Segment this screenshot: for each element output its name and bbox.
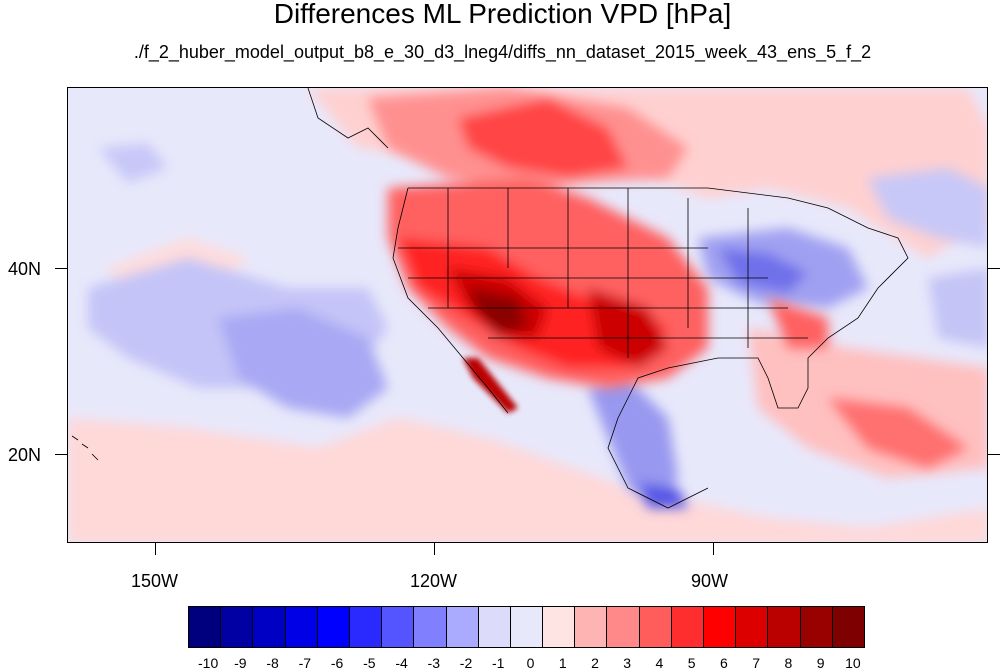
hawaii-islands: [71, 435, 99, 461]
colorbar-label: -8: [266, 655, 279, 671]
colorbar-swatch: [285, 607, 318, 647]
colorbar-swatch: [736, 607, 769, 647]
colorbar-label: 2: [591, 655, 599, 671]
colorbar-label: -6: [330, 655, 344, 671]
colorbar-label: 10: [845, 655, 861, 671]
colorbar-swatch: [446, 607, 479, 647]
colorbar-label: -10: [197, 655, 219, 671]
coastlines: [307, 88, 909, 509]
colorbar-label: 0: [526, 655, 535, 671]
colorbar-swatch: [414, 607, 447, 647]
colorbar-swatch: [543, 607, 576, 647]
lon-label-150w: 150W: [131, 571, 179, 591]
colorbar-label: -1: [492, 655, 505, 671]
colorbar-label: 5: [687, 655, 696, 671]
colorbar-swatch: [221, 607, 254, 647]
colorbar-swatch: [510, 607, 544, 647]
colorbar-swatch: [575, 607, 608, 647]
vpd-difference-map: [67, 87, 988, 543]
lat-label-40n: 40N: [8, 259, 42, 279]
negative-areas: [88, 143, 987, 508]
colorbar-swatch: [189, 607, 222, 647]
colorbar-label: 4: [655, 655, 664, 671]
lon-label-90w: 90W: [691, 571, 729, 591]
colorbar-swatch: [671, 607, 704, 647]
lon-tick-90w: [713, 543, 714, 555]
colorbar-swatch: [800, 607, 833, 647]
lat-tick-20n: [55, 454, 67, 455]
map-title: Differences ML Prediction VPD [hPa]: [273, 0, 732, 29]
map-field: [68, 88, 987, 542]
colorbar-swatch: [768, 607, 801, 647]
lat-tick-40n: [55, 268, 67, 269]
colorbar-label: 6: [720, 655, 728, 671]
lon-tick-150w: [155, 543, 156, 555]
colorbar-label: -5: [363, 655, 376, 671]
map-subtitle: ./f_2_huber_model_output_b8_e_30_d3_lneg…: [133, 42, 872, 62]
colorbar-label: 1: [558, 655, 567, 671]
colorbar-label: -3: [427, 655, 441, 671]
colorbar-label: 9: [816, 655, 825, 671]
lon-label-120w: 120W: [410, 571, 458, 591]
colorbar-swatch: [253, 607, 286, 647]
colorbar-label: -7: [298, 655, 312, 671]
colorbar-label: 8: [784, 655, 793, 671]
colorbar-label: -2: [459, 655, 473, 671]
lat-label-20n: 20N: [8, 445, 42, 465]
baja-strip: [463, 358, 518, 413]
colorbar-swatch: [349, 607, 383, 647]
lat-tick-40n-right: [988, 268, 1000, 269]
colorbar-swatch: [704, 607, 737, 647]
colorbar: [188, 606, 865, 648]
colorbar-label: 7: [752, 655, 761, 671]
lon-tick-120w: [434, 543, 435, 555]
colorbar-swatch: [607, 607, 640, 647]
colorbar-swatch: [382, 607, 415, 647]
lat-tick-20n-right: [988, 454, 1000, 455]
colorbar-swatch: [639, 607, 672, 647]
colorbar-label: -4: [395, 655, 408, 671]
colorbar-label: 3: [623, 655, 632, 671]
colorbar-label: -9: [234, 655, 247, 671]
colorbar-swatch: [478, 607, 511, 647]
colorbar-swatch: [317, 607, 350, 647]
colorbar-swatch: [832, 607, 864, 647]
